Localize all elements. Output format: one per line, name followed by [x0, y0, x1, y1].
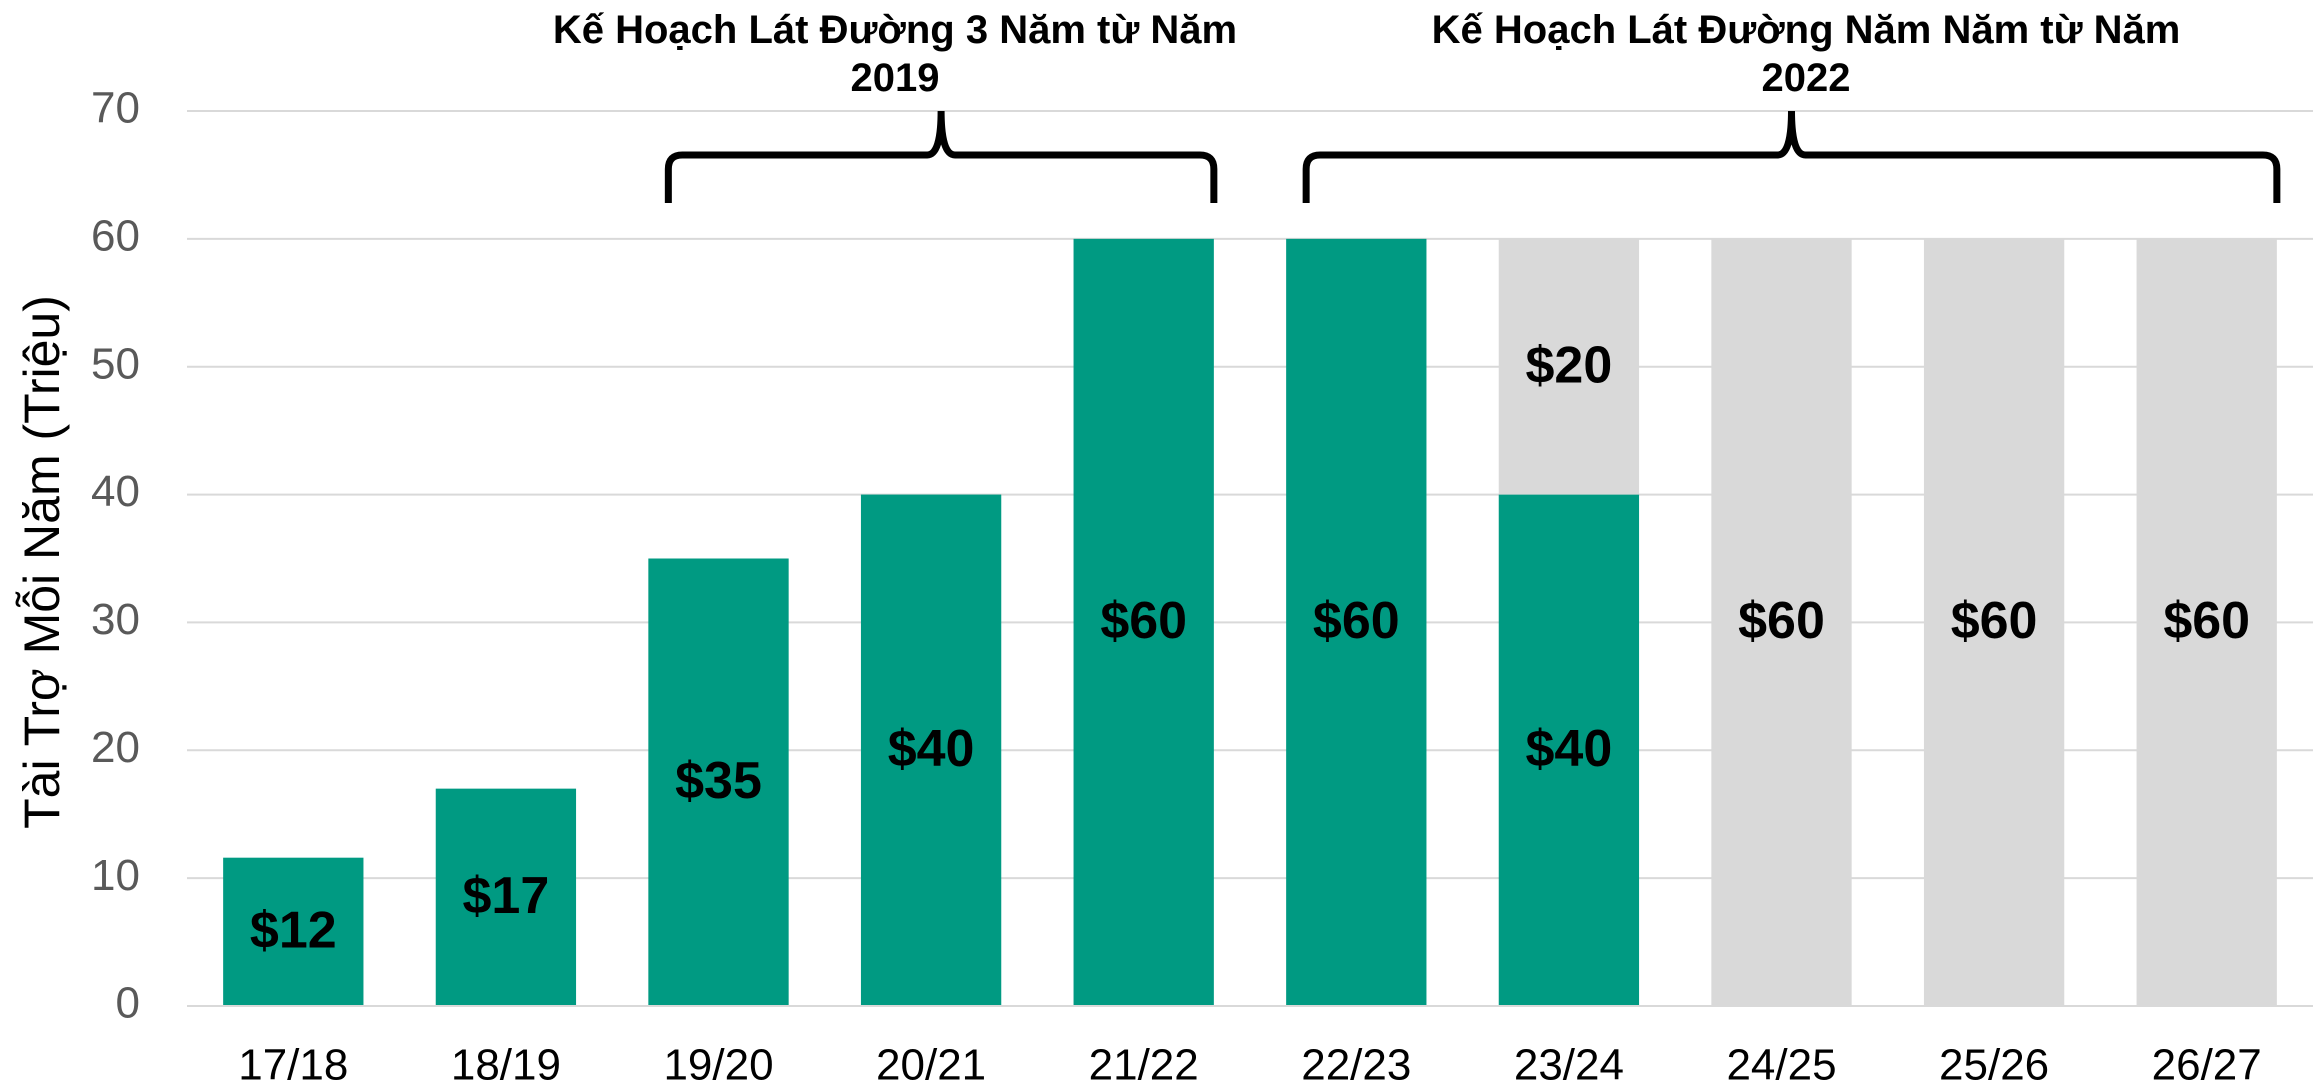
data-label: $20 [1526, 336, 1613, 394]
bar-segment [1286, 238, 1427, 1006]
bar-segment [1923, 238, 2065, 1006]
x-tick-label: 18/19 [451, 1041, 561, 1090]
bar-segment [435, 788, 577, 1006]
y-tick-label: 40 [91, 467, 140, 516]
y-tick-label: 0 [116, 979, 140, 1028]
y-tick-label: 20 [91, 723, 140, 772]
bar-segment [1073, 238, 1214, 1006]
data-label: $17 [463, 867, 550, 925]
bracket [664, 110, 1218, 203]
data-label: $35 [675, 752, 762, 810]
x-tick-label: 17/18 [238, 1041, 348, 1090]
x-tick-label: 24/25 [1726, 1041, 1836, 1090]
bar-segment [1498, 494, 1640, 1006]
data-label: $60 [2163, 592, 2250, 650]
data-label: $60 [1100, 592, 1187, 650]
y-tick-label: 10 [91, 851, 140, 900]
bar-segment [648, 558, 789, 1006]
y-tick-label: 30 [91, 595, 140, 644]
data-label: $40 [1526, 720, 1613, 778]
bar-segment [1711, 238, 1852, 1006]
data-label: $60 [1951, 592, 2038, 650]
data-label: $12 [250, 902, 337, 960]
x-tick-label: 19/20 [663, 1041, 773, 1090]
bracket [1302, 110, 2281, 203]
x-tick-label: 21/22 [1089, 1041, 1199, 1090]
x-tick-label: 26/27 [2152, 1041, 2262, 1090]
bar-segment [223, 857, 364, 1006]
bar-segment [1498, 238, 1640, 495]
y-tick-label: 70 [91, 84, 140, 133]
x-tick-label: 20/21 [876, 1041, 986, 1090]
annotation: Kế Hoạch Lát Đường Năm Năm từ Năm 2022 [1431, 8, 2181, 100]
y-axis-title: Tài Trợ Mỗi Năm (Triệu) [14, 295, 70, 829]
y-tick-label: 60 [91, 211, 140, 260]
x-tick-label: 23/24 [1514, 1041, 1624, 1090]
bar-segment [2136, 238, 2277, 1006]
data-label: $60 [1313, 592, 1400, 650]
x-tick-label: 22/23 [1301, 1041, 1411, 1090]
x-tick-label: 25/26 [1939, 1041, 2049, 1090]
bar-segment [860, 494, 1002, 1006]
annotation: Kế Hoạch Lát Đường 3 Năm từ Năm 2019 [552, 8, 1238, 100]
y-tick-label: 50 [91, 339, 140, 388]
data-label: $60 [1738, 592, 1825, 650]
data-label: $40 [888, 720, 975, 778]
